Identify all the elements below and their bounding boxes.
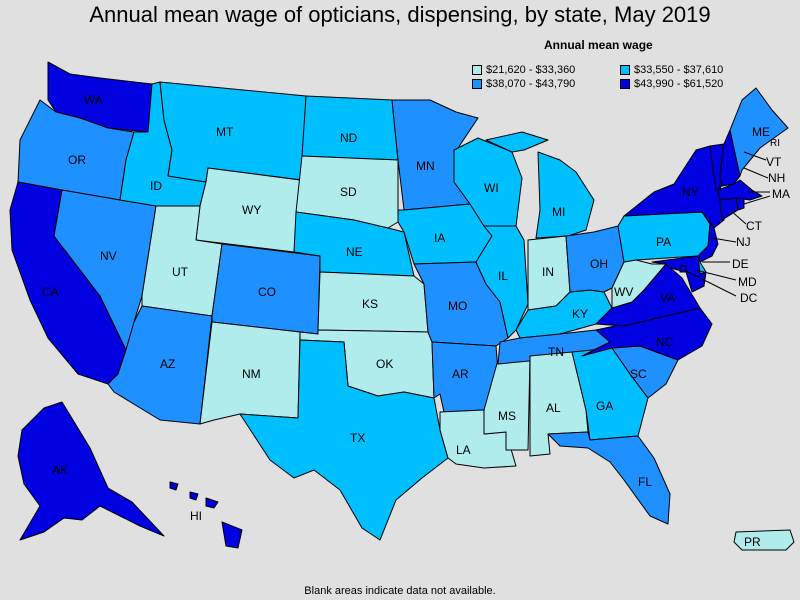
state-label-CA: CA [42, 285, 59, 299]
state-label-NJ: NJ [736, 235, 751, 249]
state-label-MA: MA [772, 187, 790, 201]
legend-item-tier-0: $21,620 - $33,360 [472, 64, 575, 76]
leader-VT [743, 151, 767, 161]
legend-label: $43,990 - $61,520 [634, 78, 724, 90]
map-title: Annual mean wage of opticians, dispensin… [89, 2, 711, 27]
state-label-ID: ID [150, 179, 162, 193]
state-label-NH: NH [768, 171, 785, 185]
state-label-KS: KS [362, 297, 378, 311]
state-TX[interactable] [239, 339, 449, 541]
state-label-AL: AL [546, 401, 561, 415]
state-ME[interactable] [729, 87, 789, 177]
state-label-NM: NM [242, 367, 261, 381]
state-label-IA: IA [434, 231, 445, 245]
state-MI[interactable] [485, 131, 595, 239]
legend-item-tier-2: $38,070 - $43,790 [472, 78, 575, 90]
state-label-AK: AK [52, 463, 68, 477]
state-label-HI: HI [190, 509, 202, 523]
state-label-NV: NV [100, 249, 117, 263]
state-MD[interactable] [651, 255, 707, 293]
legend-swatch [472, 65, 482, 75]
state-label-WV: WV [614, 285, 633, 299]
state-label-GA: GA [596, 399, 613, 413]
state-label-CO: CO [258, 285, 276, 299]
legend-item-tier-3: $43,990 - $61,520 [620, 78, 723, 90]
state-label-OK: OK [376, 357, 393, 371]
state-label-LA: LA [456, 443, 471, 457]
legend-label: $33,550 - $37,610 [634, 64, 724, 76]
footnote: Blank areas indicate data not available. [304, 585, 496, 597]
state-NC[interactable] [581, 307, 713, 361]
state-label-FL: FL [638, 475, 652, 489]
state-label-ND: ND [340, 131, 358, 145]
state-label-MO: MO [448, 299, 467, 313]
leader-CT [729, 209, 747, 225]
state-label-IN: IN [542, 265, 554, 279]
state-HI[interactable] [169, 481, 243, 549]
state-label-NY: NY [682, 185, 699, 199]
state-label-KY: KY [572, 307, 588, 321]
state-WA[interactable] [47, 61, 153, 133]
legend-swatch [620, 79, 630, 89]
state-label-WI: WI [484, 181, 499, 195]
state-AK[interactable] [17, 401, 165, 541]
leader-NH [743, 167, 769, 179]
legend-swatch [620, 65, 630, 75]
leader-RI [743, 195, 771, 205]
state-label-OH: OH [590, 257, 608, 271]
state-label-UT: UT [172, 265, 189, 279]
state-label-MD: MD [738, 275, 757, 289]
state-label-CT: CT [746, 219, 763, 233]
state-label-MN: MN [416, 159, 435, 173]
state-IL[interactable] [475, 225, 529, 339]
state-label-DC: DC [740, 291, 758, 305]
legend-item-tier-1: $33,550 - $37,610 [620, 64, 723, 76]
state-label-RI: RI [770, 138, 780, 149]
legend-label: $21,620 - $33,360 [486, 64, 576, 76]
state-label-IL: IL [498, 269, 508, 283]
state-label-OR: OR [68, 153, 86, 167]
state-label-WA: WA [84, 93, 103, 107]
state-label-AR: AR [452, 367, 469, 381]
state-label-MT: MT [216, 125, 234, 139]
state-ND[interactable] [301, 95, 399, 161]
state-label-DE: DE [732, 257, 749, 271]
state-label-PA: PA [656, 235, 671, 249]
state-label-ME: ME [752, 125, 770, 139]
state-label-SD: SD [340, 185, 357, 199]
state-label-VA: VA [660, 291, 675, 305]
legend-title: Annual mean wage [544, 38, 653, 52]
leader-MD [695, 269, 737, 281]
leader-NJ [711, 237, 737, 243]
state-label-SC: SC [630, 367, 647, 381]
state-label-TX: TX [350, 431, 365, 445]
state-label-MS: MS [498, 409, 516, 423]
state-label-WY: WY [242, 203, 261, 217]
state-label-TN: TN [548, 345, 564, 359]
state-label-NE: NE [346, 245, 363, 259]
state-PR[interactable] [733, 529, 795, 551]
state-CT[interactable] [719, 197, 739, 221]
state-label-VT: VT [766, 155, 782, 169]
legend-label: $38,070 - $43,790 [486, 78, 576, 90]
state-label-MI: MI [552, 205, 565, 219]
state-label-AZ: AZ [160, 357, 175, 371]
legend-swatch [472, 79, 482, 89]
state-label-PR: PR [744, 535, 761, 549]
leader-DC [683, 269, 737, 297]
state-FL[interactable] [547, 431, 671, 525]
state-label-NC: NC [656, 335, 674, 349]
